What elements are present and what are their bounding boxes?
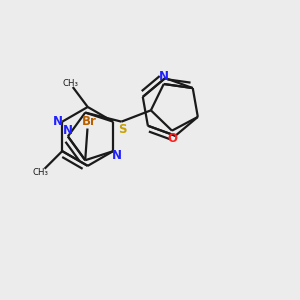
Text: N: N: [112, 149, 122, 162]
Text: N: N: [53, 115, 63, 128]
Text: CH₃: CH₃: [32, 168, 48, 177]
Text: O: O: [167, 132, 177, 145]
Text: CH₃: CH₃: [62, 79, 79, 88]
Text: Br: Br: [82, 115, 97, 128]
Text: N: N: [159, 70, 169, 83]
Text: S: S: [118, 123, 127, 136]
Text: N: N: [63, 124, 73, 137]
